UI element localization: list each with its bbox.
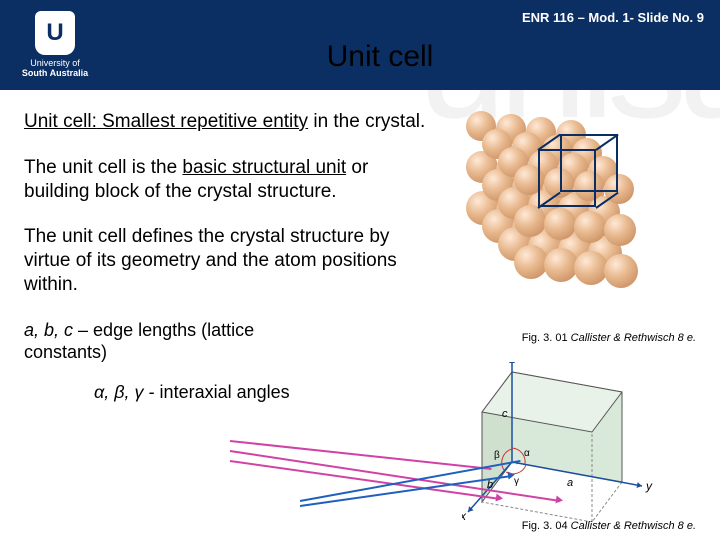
svg-text:c: c [502,408,508,420]
slide-number: ENR 116 – Mod. 1- Slide No. 9 [522,10,704,25]
angles-rest: - interaxial angles [144,382,290,402]
svg-text:x: x [462,509,467,522]
svg-text:β: β [494,450,500,461]
para2-a: The unit cell is the [24,157,182,178]
caption2-pre: Fig. 3. 04 [522,520,571,532]
caption1-pre: Fig. 3. 01 [522,332,571,344]
svg-text:α: α [524,448,530,459]
para2-b: basic structural unit [182,157,346,178]
angles-vars: α, β, γ [94,382,144,402]
paragraph-3: The unit cell defines the crystal struct… [24,225,434,296]
svg-text:y: y [645,479,653,493]
caption2-cite: Callister & Rethwisch 8 e. [571,520,696,532]
svg-text:a: a [567,477,573,489]
para1-rest1: Smallest repetitive entity [97,111,308,132]
figure-2-caption: Fig. 3. 04 Callister & Rethwisch 8 e. [522,520,696,532]
edge-vars: a, b, c [24,320,73,340]
figure-1-caption: Fig. 3. 01 Callister & Rethwisch 8 e. [522,332,696,344]
paragraph-2: The unit cell is the basic structural un… [24,156,434,204]
edge-lengths-label: a, b, c – edge lengths (lattice constant… [24,319,284,364]
caption1-cite: Callister & Rethwisch 8 e. [571,332,696,344]
para1-lead: Unit cell: [24,111,97,132]
svg-text:γ: γ [514,476,519,487]
paragraph-1: Unit cell: Smallest repetitive entity in… [24,110,434,134]
slide-title: Unit cell [0,40,720,74]
figure-1-lattice [462,105,692,305]
para1-rest2: in the crystal. [308,111,425,132]
